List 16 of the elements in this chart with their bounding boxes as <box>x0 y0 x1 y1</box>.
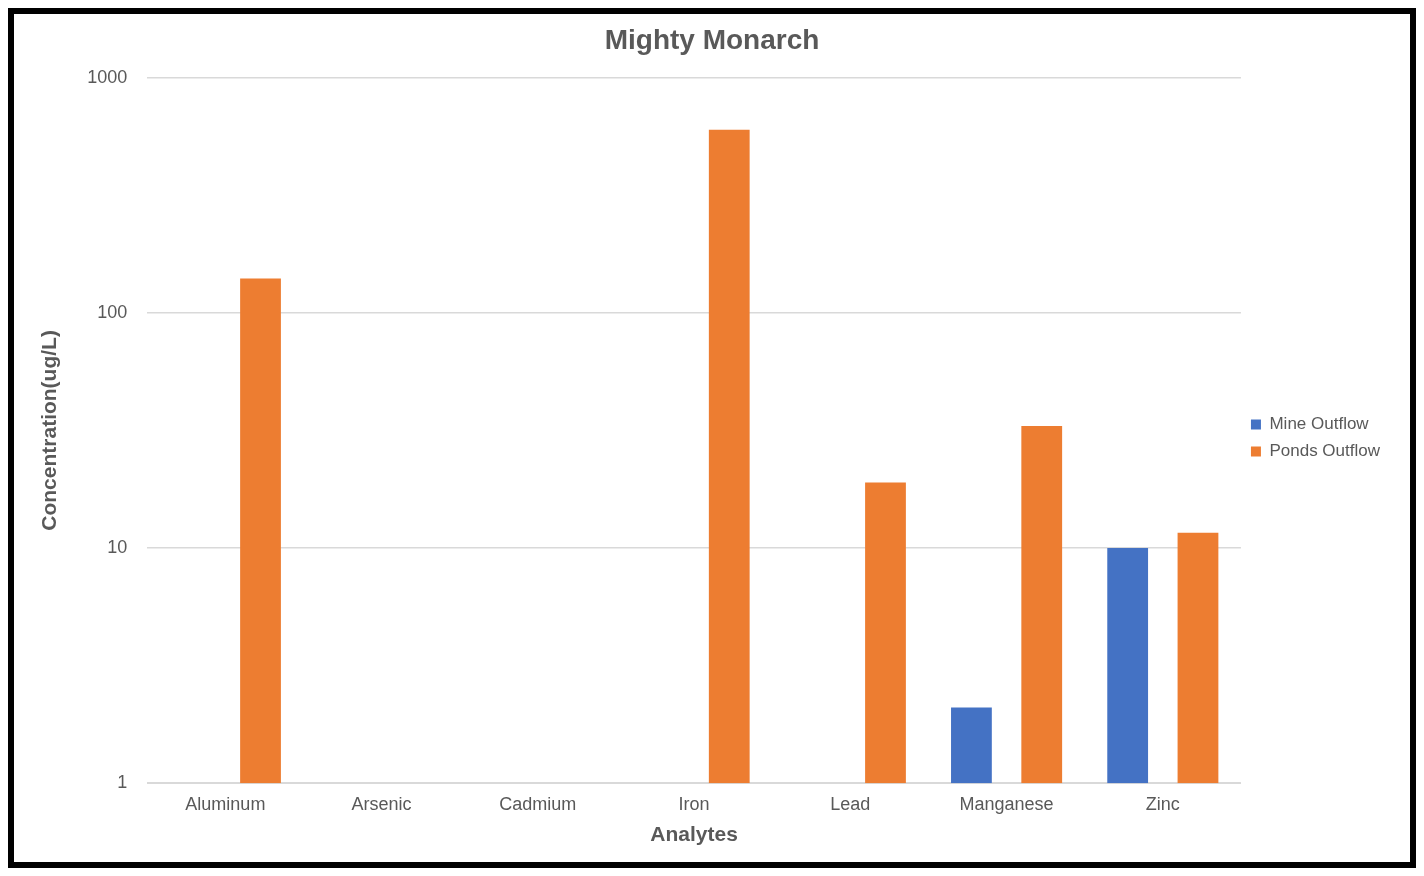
chart-title: Mighty Monarch <box>604 23 820 55</box>
y-tick-label: 1000 <box>87 66 128 87</box>
y-tick-label: 1 <box>117 772 128 793</box>
x-tick-label: Aluminum <box>185 793 266 814</box>
y-tick-label: 100 <box>97 301 128 322</box>
x-tick-label: Manganese <box>959 793 1054 814</box>
x-axis-title: Analytes <box>650 822 738 846</box>
y-tick-label: 10 <box>107 536 128 557</box>
legend-label: Mine Outflow <box>1269 414 1370 434</box>
x-tick-label: Lead <box>830 793 871 814</box>
y-axis-title: Concentration(ug/L) <box>37 330 61 531</box>
x-tick-label: Arsenic <box>351 793 412 814</box>
x-tick-label: Cadmium <box>499 793 577 814</box>
x-tick-label: Zinc <box>1145 793 1180 814</box>
x-tick-label: Iron <box>678 793 710 814</box>
legend-label: Ponds Outflow <box>1269 441 1381 461</box>
